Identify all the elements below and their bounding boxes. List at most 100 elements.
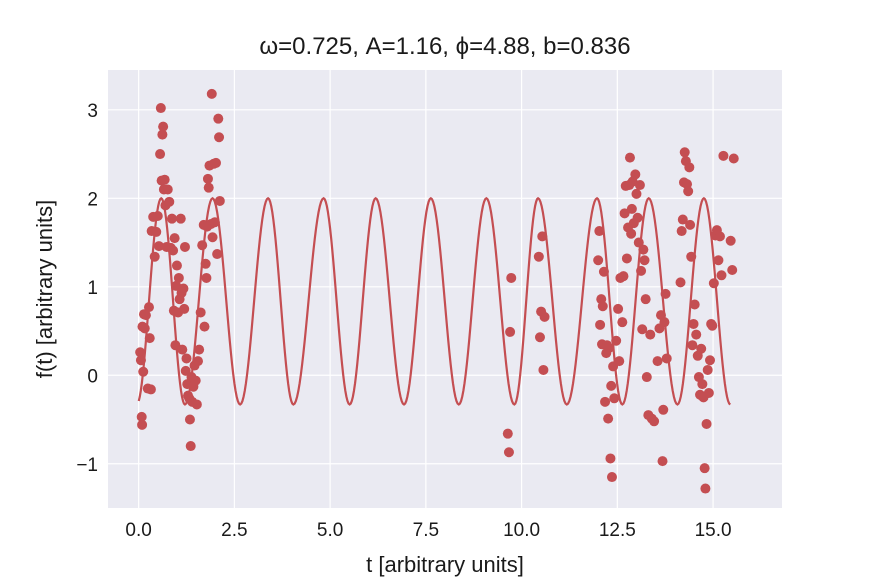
plot-background bbox=[108, 70, 782, 508]
data-point bbox=[637, 324, 648, 335]
data-point bbox=[713, 255, 724, 266]
data-point bbox=[687, 340, 698, 351]
data-point bbox=[718, 150, 729, 161]
data-point bbox=[619, 208, 630, 219]
data-point bbox=[152, 211, 163, 221]
x-tick-label: 5.0 bbox=[317, 520, 343, 541]
data-point bbox=[708, 278, 719, 289]
data-point bbox=[638, 244, 649, 255]
data-point bbox=[697, 379, 708, 390]
data-point bbox=[190, 375, 201, 386]
data-point bbox=[686, 251, 697, 262]
data-point bbox=[600, 396, 611, 407]
data-point bbox=[595, 319, 606, 330]
data-point bbox=[179, 241, 190, 252]
data-point bbox=[192, 356, 203, 367]
data-point bbox=[210, 157, 221, 168]
data-point bbox=[158, 121, 169, 132]
ticks: 0.0 2.5 5.0 7.5 10.0 12.5 15.0 −1 0 1 2 3 bbox=[76, 101, 731, 541]
x-tick-label: 7.5 bbox=[413, 520, 439, 541]
data-point bbox=[506, 272, 517, 283]
data-point bbox=[727, 264, 738, 275]
data-point bbox=[171, 260, 182, 271]
data-point bbox=[199, 321, 210, 332]
data-point bbox=[683, 186, 694, 197]
data-point bbox=[159, 174, 170, 185]
x-tick-label: 2.5 bbox=[221, 520, 247, 541]
data-point bbox=[645, 329, 656, 340]
data-point bbox=[166, 213, 177, 224]
data-point bbox=[613, 303, 624, 314]
data-point bbox=[505, 326, 516, 337]
data-point bbox=[538, 364, 549, 375]
data-point bbox=[203, 182, 214, 193]
data-point bbox=[626, 228, 637, 239]
data-point bbox=[703, 387, 714, 398]
data-point bbox=[701, 418, 712, 429]
data-point bbox=[144, 333, 155, 344]
data-point bbox=[688, 318, 699, 329]
x-tick-label: 12.5 bbox=[599, 520, 636, 541]
data-point bbox=[207, 232, 218, 243]
data-point bbox=[149, 251, 160, 262]
data-point bbox=[658, 404, 669, 415]
data-point bbox=[598, 266, 609, 277]
data-point bbox=[594, 226, 605, 237]
data-point bbox=[179, 303, 190, 314]
data-point bbox=[685, 219, 696, 230]
data-point bbox=[185, 441, 196, 452]
data-point bbox=[139, 323, 150, 334]
data-point bbox=[155, 103, 166, 114]
data-point bbox=[606, 380, 617, 391]
data-point bbox=[143, 302, 154, 313]
data-point bbox=[689, 299, 700, 310]
data-point bbox=[151, 226, 162, 237]
data-point bbox=[137, 419, 148, 430]
data-point bbox=[657, 456, 668, 467]
data-point bbox=[503, 447, 514, 458]
data-point bbox=[630, 169, 641, 180]
y-tick-label: −1 bbox=[76, 455, 98, 476]
chart-title: ω=0.725, A=1.16, ϕ=4.88, b=0.836 bbox=[259, 33, 630, 60]
data-point bbox=[502, 428, 513, 439]
data-point bbox=[197, 240, 208, 251]
data-point bbox=[725, 235, 736, 246]
x-tick-label: 10.0 bbox=[503, 520, 540, 541]
data-point bbox=[191, 399, 202, 410]
plot-area bbox=[135, 88, 739, 494]
data-point bbox=[162, 184, 173, 195]
data-point bbox=[136, 411, 147, 422]
data-point bbox=[624, 152, 635, 163]
data-point bbox=[178, 283, 189, 294]
data-point bbox=[597, 301, 608, 312]
data-point bbox=[175, 213, 186, 224]
data-point bbox=[707, 320, 718, 331]
data-point bbox=[194, 344, 205, 355]
data-point bbox=[135, 347, 146, 358]
fit-curve bbox=[137, 196, 731, 406]
data-point bbox=[621, 253, 632, 264]
data-point bbox=[181, 353, 192, 364]
data-point bbox=[533, 251, 544, 262]
data-point bbox=[652, 356, 663, 367]
data-point bbox=[636, 265, 647, 276]
data-point bbox=[603, 413, 614, 424]
data-point bbox=[539, 311, 550, 322]
data-point bbox=[699, 463, 710, 474]
data-point bbox=[631, 188, 642, 199]
data-point bbox=[702, 364, 713, 375]
data-point bbox=[605, 453, 616, 464]
data-point bbox=[168, 245, 179, 256]
data-point bbox=[212, 249, 223, 260]
data-point bbox=[537, 231, 548, 242]
data-point bbox=[177, 344, 188, 355]
data-point bbox=[534, 332, 545, 343]
data-point bbox=[213, 113, 224, 124]
data-point bbox=[649, 416, 660, 427]
data-point bbox=[632, 212, 643, 223]
data-point bbox=[614, 356, 625, 367]
y-tick-label: 2 bbox=[87, 189, 98, 210]
data-point bbox=[209, 217, 220, 228]
data-point bbox=[157, 129, 168, 140]
